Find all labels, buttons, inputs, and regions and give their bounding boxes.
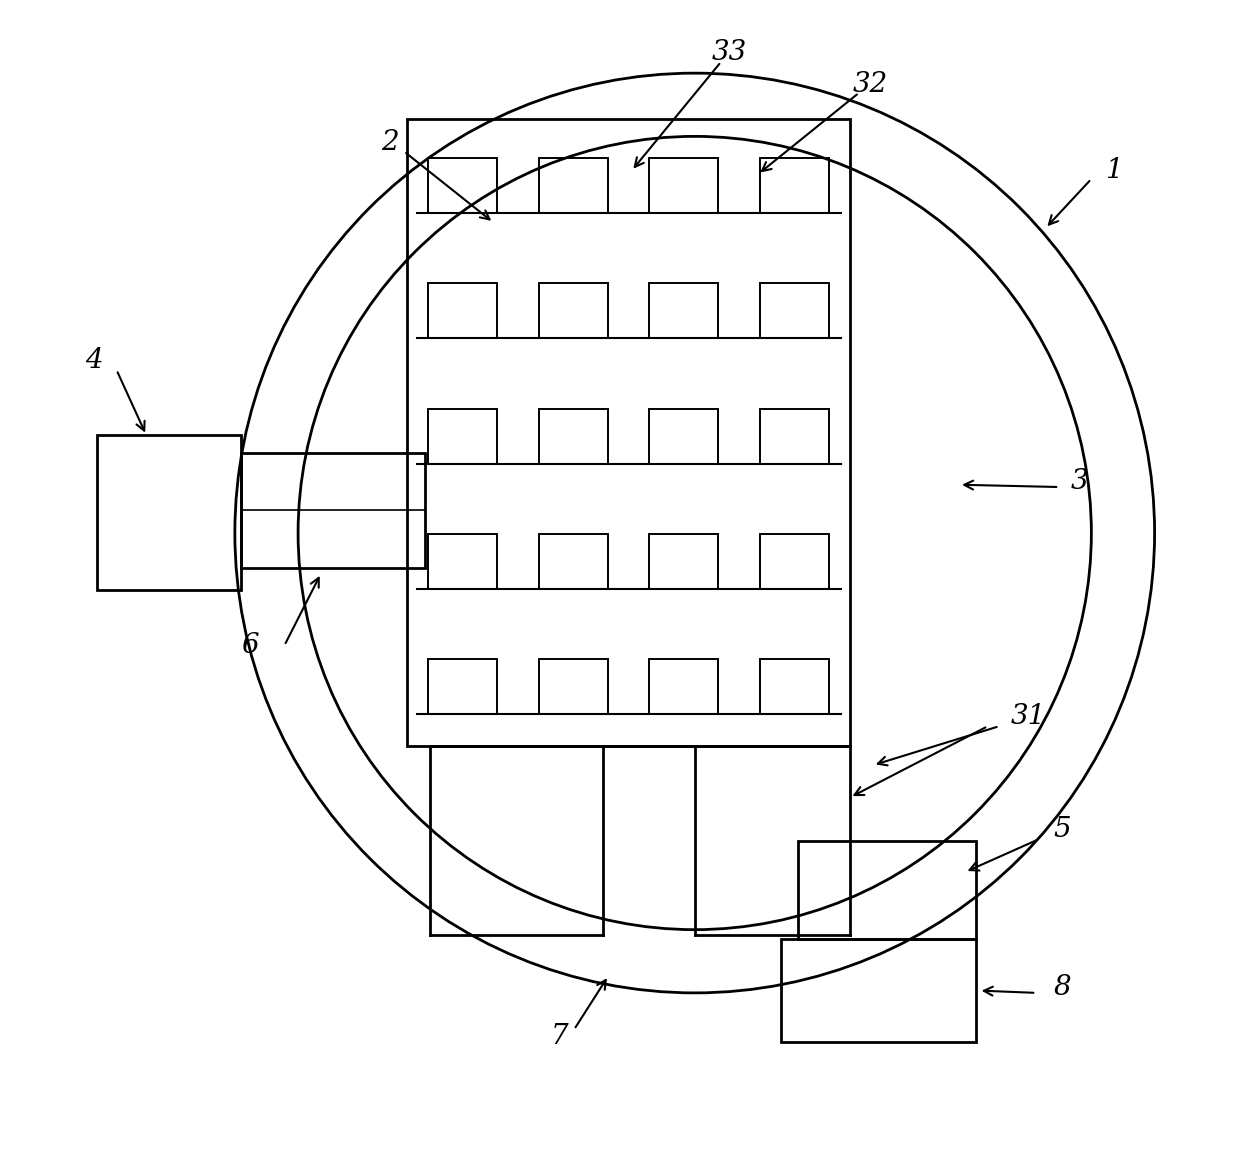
Text: 6: 6	[241, 632, 259, 659]
Text: 1: 1	[1106, 157, 1123, 184]
Bar	[539, 409, 608, 463]
Bar	[428, 157, 497, 213]
Bar	[407, 119, 849, 746]
Bar	[760, 534, 830, 589]
Bar	[650, 284, 718, 338]
Bar	[760, 284, 830, 338]
Text: 3: 3	[1071, 468, 1089, 494]
Text: 32: 32	[853, 71, 888, 98]
Bar	[781, 939, 976, 1042]
Bar	[428, 659, 497, 714]
Bar	[650, 534, 718, 589]
Text: 4: 4	[84, 347, 102, 374]
Text: 8: 8	[1054, 974, 1071, 1001]
Bar	[650, 659, 718, 714]
Bar	[539, 157, 608, 213]
Bar	[97, 435, 241, 591]
Bar	[241, 453, 424, 567]
Text: 2: 2	[381, 129, 399, 155]
Bar	[760, 659, 830, 714]
Bar	[539, 284, 608, 338]
Bar	[650, 409, 718, 463]
Text: 7: 7	[551, 1023, 568, 1050]
Text: 33: 33	[712, 39, 746, 66]
Bar	[650, 157, 718, 213]
Text: 5: 5	[1054, 816, 1071, 843]
Bar	[799, 841, 976, 939]
Bar	[760, 409, 830, 463]
Bar	[428, 409, 497, 463]
Text: 31: 31	[1011, 703, 1045, 731]
Bar	[428, 284, 497, 338]
Bar	[539, 534, 608, 589]
Bar	[760, 157, 830, 213]
Bar	[539, 659, 608, 714]
Bar	[428, 534, 497, 589]
